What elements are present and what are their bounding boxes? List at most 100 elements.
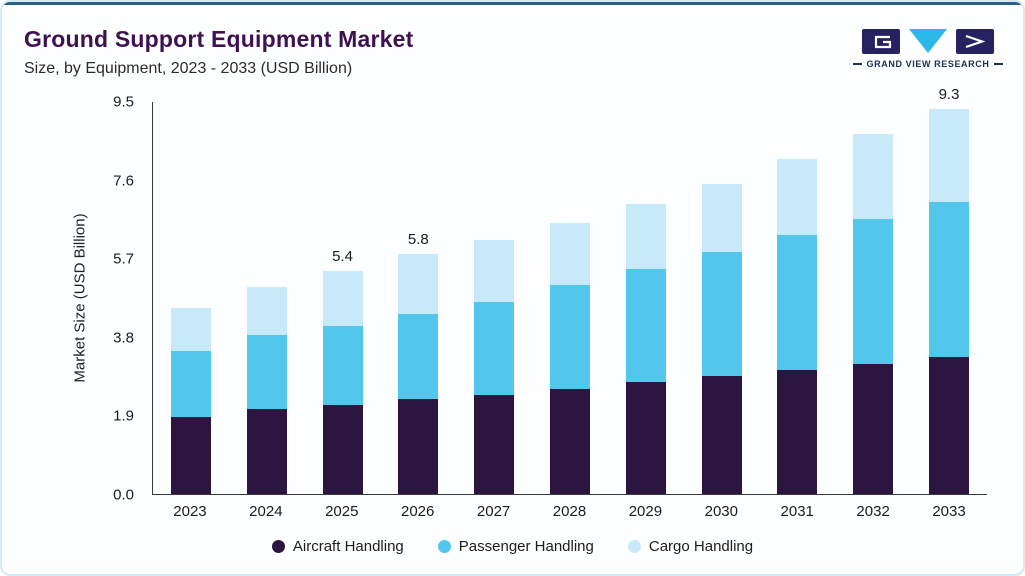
stacked-bar-2026 bbox=[398, 254, 439, 494]
bar-segment-aircraft-handling bbox=[929, 357, 970, 494]
bar-segment-passenger-handling bbox=[474, 301, 515, 395]
bar-segment-cargo-handling bbox=[322, 270, 363, 327]
page-title: Ground Support Equipment Market bbox=[24, 26, 414, 52]
x-tick-label-2023: 2023 bbox=[173, 503, 207, 520]
stacked-bar-2027 bbox=[474, 239, 515, 494]
x-tick-label-2032: 2032 bbox=[856, 503, 890, 520]
y-axis-title: Market Size (USD Billion) bbox=[71, 213, 89, 383]
x-tick-label-2027: 2027 bbox=[476, 503, 511, 520]
legend-label: Passenger Handling bbox=[458, 538, 594, 555]
bar-segment-cargo-handling bbox=[549, 223, 590, 286]
stacked-bar-2032 bbox=[853, 134, 894, 494]
bar-segment-cargo-handling bbox=[474, 239, 515, 302]
bar-segment-cargo-handling bbox=[701, 183, 742, 253]
legend-label: Cargo Handling bbox=[648, 538, 754, 555]
bar-segment-aircraft-handling bbox=[625, 382, 666, 494]
bar-segment-passenger-handling bbox=[777, 235, 818, 370]
x-tick-label-2030: 2030 bbox=[704, 503, 738, 520]
logo-line-right bbox=[994, 63, 1004, 65]
stacked-bar-2033 bbox=[929, 109, 970, 494]
bar-slot-2023 bbox=[153, 102, 229, 494]
bar-segment-passenger-handling bbox=[170, 351, 211, 418]
bar-segment-passenger-handling bbox=[701, 252, 742, 377]
header-titles: Ground Support Equipment Market Size, by… bbox=[24, 26, 414, 78]
bar-segment-aircraft-handling bbox=[246, 409, 287, 494]
stacked-bar-2030 bbox=[701, 183, 742, 494]
gvr-logo: GRAND VIEW RESEARCH bbox=[853, 28, 1004, 69]
bar-segment-cargo-handling bbox=[246, 287, 287, 335]
bar-slot-2032 bbox=[835, 102, 911, 494]
bar-segment-aircraft-handling bbox=[701, 376, 742, 494]
x-tick-label-2033: 2033 bbox=[932, 503, 966, 520]
stacked-bar-2025 bbox=[322, 270, 363, 494]
bar-slot-2027 bbox=[456, 102, 532, 494]
bar-segment-aircraft-handling bbox=[398, 398, 439, 494]
gvr-logo-text: GRAND VIEW RESEARCH bbox=[866, 59, 990, 69]
bar-segment-passenger-handling bbox=[549, 285, 590, 389]
x-tick-label-2026: 2026 bbox=[400, 503, 435, 520]
bar-segment-aircraft-handling bbox=[170, 417, 211, 494]
legend-item-passenger-handling: Passenger Handling bbox=[437, 538, 594, 555]
logo-line-left bbox=[853, 63, 862, 65]
bar-slot-2026: 5.8 bbox=[380, 102, 456, 494]
bar-total-label-2025: 5.4 bbox=[332, 247, 353, 265]
bar-segment-passenger-handling bbox=[398, 314, 439, 399]
bar-segment-cargo-handling bbox=[929, 109, 970, 203]
bar-segment-passenger-handling bbox=[246, 334, 287, 410]
x-tick-label-2025: 2025 bbox=[325, 503, 359, 520]
stacked-bar-2031 bbox=[777, 158, 818, 494]
bar-segment-cargo-handling bbox=[853, 134, 894, 219]
top-accent-line bbox=[2, 2, 1023, 5]
bar-slot-2031 bbox=[760, 102, 836, 494]
legend: Aircraft Handling Passenger Handling Cargo… bbox=[2, 538, 1023, 555]
legend-dot-icon bbox=[437, 540, 451, 553]
stacked-bar-2023 bbox=[170, 307, 211, 494]
bar-segment-passenger-handling bbox=[322, 326, 363, 406]
legend-dot-icon bbox=[271, 540, 285, 553]
y-tick-label: 3.8 bbox=[113, 329, 134, 347]
bar-segment-aircraft-handling bbox=[322, 405, 363, 494]
bar-segment-cargo-handling bbox=[170, 307, 211, 352]
legend-dot-icon bbox=[627, 540, 641, 553]
stacked-bar-2028 bbox=[549, 223, 590, 494]
x-axis-ticks: 2023 2024 2025 2026 2027 2028 2029 2030 2031 2032… bbox=[152, 503, 987, 520]
bar-segment-aircraft-handling bbox=[853, 363, 894, 494]
stacked-bar-2029 bbox=[625, 204, 666, 494]
gvr-logo-marks-icon bbox=[862, 29, 994, 54]
bar-slot-2024 bbox=[229, 102, 305, 494]
y-tick-label: 9.5 bbox=[113, 93, 134, 111]
legend-item-cargo-handling: Cargo Handling bbox=[627, 538, 754, 555]
bar-slot-2033: 9.3 bbox=[911, 86, 987, 494]
bar-total-label-2026: 5.8 bbox=[407, 231, 429, 249]
bar-segment-passenger-handling bbox=[853, 218, 894, 364]
gvr-logo-text-row: GRAND VIEW RESEARCH bbox=[853, 59, 1004, 69]
bar-segment-aircraft-handling bbox=[474, 394, 515, 494]
x-tick-label-2029: 2029 bbox=[628, 503, 663, 520]
y-tick-label: 7.6 bbox=[113, 172, 134, 190]
legend-item-aircraft-handling: Aircraft Handling bbox=[271, 538, 404, 555]
bar-slot-2029 bbox=[608, 102, 684, 494]
bar-segment-aircraft-handling bbox=[777, 369, 818, 494]
bar-segment-passenger-handling bbox=[929, 202, 970, 358]
y-tick-label: 5.7 bbox=[113, 250, 134, 268]
y-tick-label: 0.0 bbox=[113, 486, 134, 504]
bar-segment-cargo-handling bbox=[398, 254, 439, 315]
bar-slot-2028 bbox=[532, 102, 608, 494]
legend-label: Aircraft Handling bbox=[292, 538, 404, 555]
bar-segment-passenger-handling bbox=[625, 268, 666, 383]
bar-segment-aircraft-handling bbox=[549, 388, 590, 494]
x-tick-label-2031: 2031 bbox=[780, 503, 814, 520]
header: Ground Support Equipment Market Size, by… bbox=[24, 26, 1004, 78]
bar-segment-cargo-handling bbox=[777, 158, 818, 236]
x-tick-label-2028: 2028 bbox=[552, 503, 587, 520]
bar-total-label-2033: 9.3 bbox=[938, 86, 960, 104]
y-tick-label: 1.9 bbox=[113, 407, 134, 425]
x-tick-label-2024: 2024 bbox=[249, 503, 283, 520]
bar-segment-cargo-handling bbox=[625, 204, 666, 269]
stacked-bar-2024 bbox=[246, 287, 287, 494]
bar-slot-2030 bbox=[684, 102, 760, 494]
y-axis-ticks: 0.0 1.9 3.8 5.7 7.6 9.5 bbox=[90, 94, 144, 504]
page-subtitle: Size, by Equipment, 2023 - 2033 (USD Bil… bbox=[24, 60, 353, 77]
bar-slot-2025: 5.4 bbox=[305, 102, 381, 494]
